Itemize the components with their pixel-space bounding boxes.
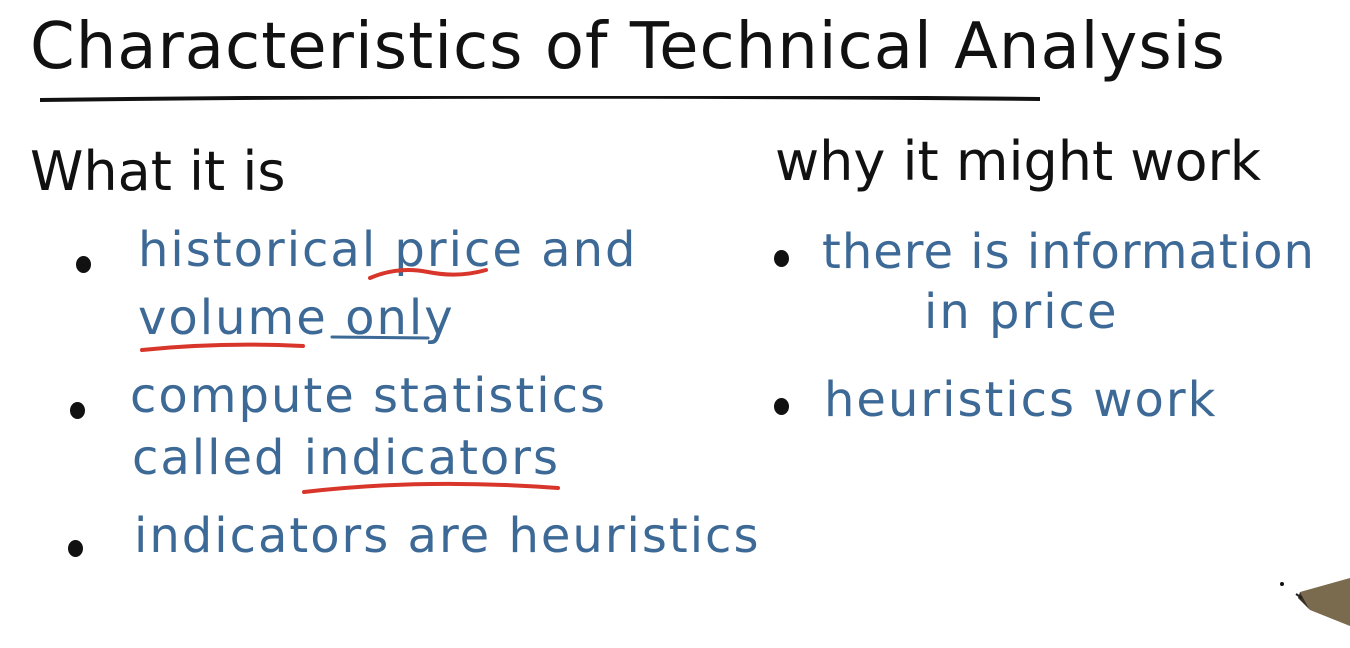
text-fragment: indicators are heuristics	[134, 508, 761, 564]
right-item-1-line-2: in price	[924, 284, 1118, 340]
text-fragment: historical	[138, 222, 395, 278]
left-column-heading: What it is	[30, 140, 286, 203]
bullet-dot	[68, 540, 83, 557]
title-underline	[40, 96, 1040, 102]
red-underline-indicators	[302, 481, 560, 494]
highlight-indicators: indicators	[303, 430, 561, 486]
left-item-1-line-1: historical price and	[138, 222, 637, 278]
text-fragment: in price	[924, 284, 1119, 340]
right-item-2-line-1: heuristics work	[824, 372, 1217, 428]
text-fragment: called	[132, 430, 304, 486]
right-column-heading: why it might work	[775, 130, 1261, 193]
text-fragment: compute statistics	[130, 368, 607, 424]
pen-icon	[1280, 578, 1350, 626]
bullet-dot	[774, 250, 789, 267]
red-underline-volume	[140, 342, 305, 352]
left-item-2-line-2: called indicators	[132, 430, 560, 486]
text-fragment: there is information	[822, 224, 1315, 280]
page-title: Characteristics of Technical Analysis	[30, 10, 1226, 84]
text-fragment: and	[523, 222, 638, 278]
red-underline-price	[368, 268, 488, 280]
blue-underline-only	[330, 335, 430, 340]
bullet-dot	[774, 398, 789, 415]
text-fragment: heuristics work	[824, 372, 1218, 428]
bullet-dot	[70, 402, 85, 419]
right-item-1-line-1: there is information	[822, 224, 1315, 280]
left-item-2-line-1: compute statistics	[130, 368, 607, 424]
bullet-dot	[76, 256, 91, 273]
left-item-3-line-1: indicators are heuristics	[134, 508, 760, 564]
highlight-volume: volume	[138, 290, 328, 346]
